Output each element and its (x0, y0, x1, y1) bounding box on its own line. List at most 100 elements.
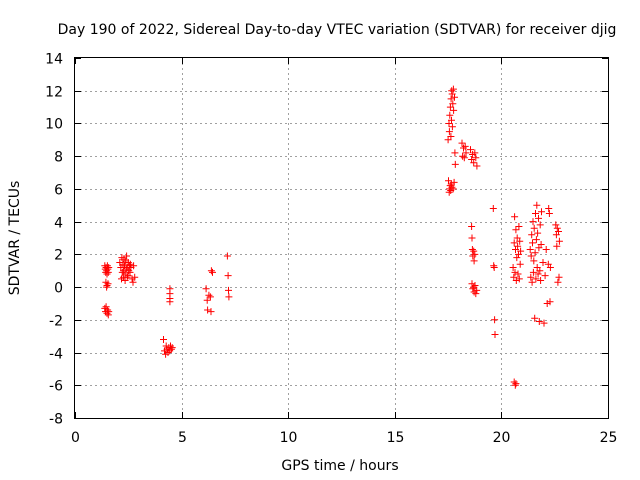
data-point-marker (166, 298, 174, 306)
data-point-marker (451, 160, 459, 168)
data-point-marker (536, 221, 544, 229)
data-point-marker (535, 318, 543, 325)
data-point-marker (510, 378, 518, 386)
y-tick-label: 6 (54, 183, 63, 199)
data-point-marker (527, 252, 535, 260)
y-tick-label: 12 (45, 85, 63, 101)
data-point-marker (510, 239, 518, 247)
data-point-marker (489, 205, 497, 212)
data-point-marker (491, 316, 499, 324)
data-point-marker (225, 293, 233, 301)
data-point-marker (103, 309, 111, 317)
data-point-marker (509, 264, 517, 271)
data-point-marker (447, 133, 455, 140)
data-point-marker (130, 262, 138, 270)
data-point-marker (203, 296, 211, 304)
data-point-marker (449, 100, 457, 108)
y-tick-label: 14 (45, 52, 63, 68)
data-point-marker (449, 185, 457, 193)
data-point-marker (126, 268, 134, 276)
data-point-marker (225, 286, 232, 294)
data-point-marker (123, 252, 131, 260)
axis-ticks (75, 58, 609, 419)
y-tick-label: 2 (54, 248, 63, 264)
data-point-marker (532, 236, 540, 244)
data-point-marker (534, 229, 542, 237)
x-axis-label: GPS time / hours (281, 458, 398, 474)
data-point-marker (473, 286, 481, 294)
data-point-marker (448, 116, 455, 124)
data-point-marker (206, 293, 214, 301)
data-point-marker (224, 272, 232, 280)
data-point-marker (451, 93, 458, 101)
data-point-marker (511, 268, 519, 276)
data-point-marker (555, 273, 563, 281)
data-point-marker (536, 267, 544, 275)
x-tick-label: 0 (71, 430, 80, 446)
data-point-marker (515, 223, 523, 230)
data-point-marker (468, 246, 476, 253)
data-point-marker (529, 218, 537, 226)
data-point-marker (131, 273, 139, 281)
data-point-marker (167, 342, 174, 350)
data-point-marker (123, 273, 131, 281)
data-point-marker (516, 260, 524, 268)
chart-title: Day 190 of 2022, Sidereal Day-to-day VTE… (58, 22, 617, 38)
y-tick-label: 4 (54, 216, 63, 232)
data-point-marker (445, 128, 453, 136)
data-point-marker (545, 210, 553, 217)
data-point-marker (473, 162, 481, 170)
data-point-marker (461, 142, 469, 150)
data-point-marker (460, 154, 468, 162)
data-point-marker (514, 242, 522, 250)
data-point-marker (450, 106, 458, 114)
data-point-marker (448, 123, 456, 131)
data-point-marker (167, 345, 175, 353)
data-point-marker (105, 264, 113, 271)
data-point-marker (546, 264, 554, 271)
data-point-marker (102, 303, 110, 311)
data-point-marker (160, 336, 167, 343)
data-point-marker (209, 268, 216, 276)
data-point-marker (164, 349, 172, 356)
grid-lines (75, 58, 608, 418)
data-point-marker (554, 278, 562, 286)
data-point-marker (105, 308, 113, 316)
data-point-marker (460, 144, 467, 152)
data-point-marker (207, 267, 215, 275)
data-point-marker (205, 291, 213, 299)
x-tick-label: 15 (387, 430, 405, 446)
data-point-marker (459, 152, 467, 160)
data-point-marker (533, 201, 541, 209)
data-point-marker (542, 246, 550, 253)
data-point-marker (529, 268, 537, 276)
plot-frame (74, 57, 609, 419)
data-point-marker (545, 205, 553, 212)
data-point-marker (448, 183, 456, 191)
data-point-marker (552, 221, 560, 229)
data-point-marker (202, 285, 210, 293)
data-point-marker (511, 381, 519, 389)
data-point-marker (512, 380, 520, 388)
y-tick-label: -2 (49, 314, 63, 330)
data-point-marker (462, 149, 470, 157)
data-point-marker (468, 223, 476, 230)
data-point-marker (512, 226, 520, 234)
data-point-marker (528, 278, 536, 286)
data-point-marker (470, 247, 478, 255)
data-point-marker (537, 241, 545, 248)
data-point-marker (447, 95, 455, 103)
data-point-marker (532, 210, 539, 217)
data-point-marker (515, 275, 523, 283)
y-tick-label: -8 (49, 412, 63, 428)
x-tick-label: 5 (178, 430, 187, 446)
data-point-marker (168, 344, 176, 352)
data-point-marker (532, 275, 540, 283)
y-tick-labels: -8 -6 -4 -2 0 2 4 6 8 10 12 14 (45, 52, 63, 428)
data-point-marker (546, 298, 554, 306)
data-point-marker (472, 154, 480, 162)
data-point-marker (535, 214, 542, 222)
data-point-marker (490, 264, 498, 271)
data-point-marker (207, 308, 215, 316)
data-point-marker (129, 278, 137, 286)
